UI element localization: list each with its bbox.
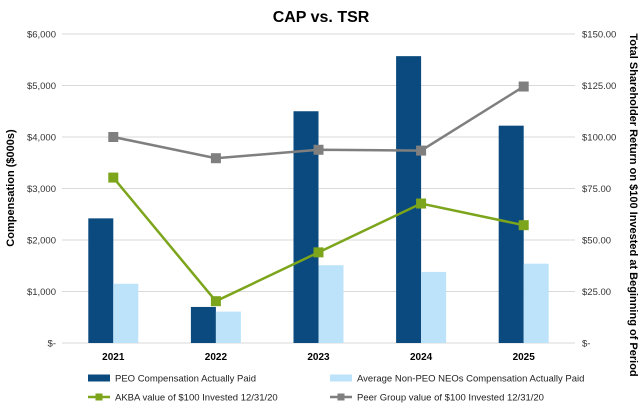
legend-label: PEO Compensation Actually Paid (115, 374, 256, 385)
line-point (210, 296, 221, 307)
bar (318, 265, 344, 343)
bar (498, 125, 524, 343)
line-point (313, 247, 324, 258)
left-axis-ticks: $- $1,000 $2,000 $3,000 $4,000 $5,000 $6,000 (27, 30, 56, 350)
y2-tick-label: $150.00 (582, 30, 616, 41)
right-axis-ticks: $- $25.00 $50.00 $75.00 $100.00 $125.00 $150.0… (582, 30, 616, 350)
legend-swatch (330, 374, 352, 382)
y-tick-label: $3,000 (27, 184, 56, 195)
line-point (518, 220, 529, 231)
chart-title: CAP vs. TSR (273, 9, 370, 26)
legend-label: AKBA value of $100 Invested 12/31/20 (115, 393, 278, 404)
legend-marker (337, 393, 345, 401)
lines (108, 81, 529, 307)
x-tick-label: 2025 (513, 352, 536, 363)
legend-label: Peer Group value of $100 Invested 12/31/… (357, 393, 544, 404)
x-tick-label: 2024 (410, 352, 433, 363)
line-point (108, 132, 119, 142)
y-tick-label: $6,000 (27, 30, 56, 41)
legend-label: Average Non-PEO NEOs Compensation Actual… (357, 374, 584, 385)
legend-marker (95, 393, 103, 401)
y2-axis-label: Total Shareholder Return on $100 Investe… (627, 33, 639, 376)
bar (113, 283, 139, 343)
bar (190, 306, 216, 343)
bar (523, 263, 549, 343)
bar (421, 271, 447, 343)
y2-tick-label: $100.00 (582, 133, 616, 144)
x-tick-label: 2022 (205, 352, 228, 363)
y2-tick-label: $75.00 (582, 184, 611, 195)
bars (88, 56, 549, 344)
y2-tick-label: $- (582, 339, 590, 350)
x-tick-label: 2023 (307, 352, 330, 363)
line-point (210, 153, 221, 164)
x-axis-ticks: 2021 2022 2023 2024 2025 (102, 352, 535, 363)
line-point (108, 172, 119, 183)
line-point (313, 144, 324, 155)
x-tick-label: 2021 (102, 352, 125, 363)
y2-tick-label: $25.00 (582, 287, 611, 298)
legend: PEO Compensation Actually Paid Average No… (88, 374, 584, 404)
legend-swatch (88, 374, 110, 382)
y-tick-label: $2,000 (27, 236, 56, 247)
y-axis-label: Compensation ($000s) (5, 129, 17, 247)
y2-tick-label: $50.00 (582, 236, 611, 247)
y-tick-label: $4,000 (27, 133, 56, 144)
line-point (416, 145, 427, 156)
line-point (518, 81, 529, 92)
y-tick-label: $5,000 (27, 81, 56, 92)
y2-tick-label: $125.00 (582, 81, 616, 92)
bar (215, 311, 241, 343)
y-tick-label: $- (48, 339, 56, 350)
line-point (416, 198, 427, 209)
y-tick-label: $1,000 (27, 287, 56, 298)
bar (88, 218, 114, 343)
